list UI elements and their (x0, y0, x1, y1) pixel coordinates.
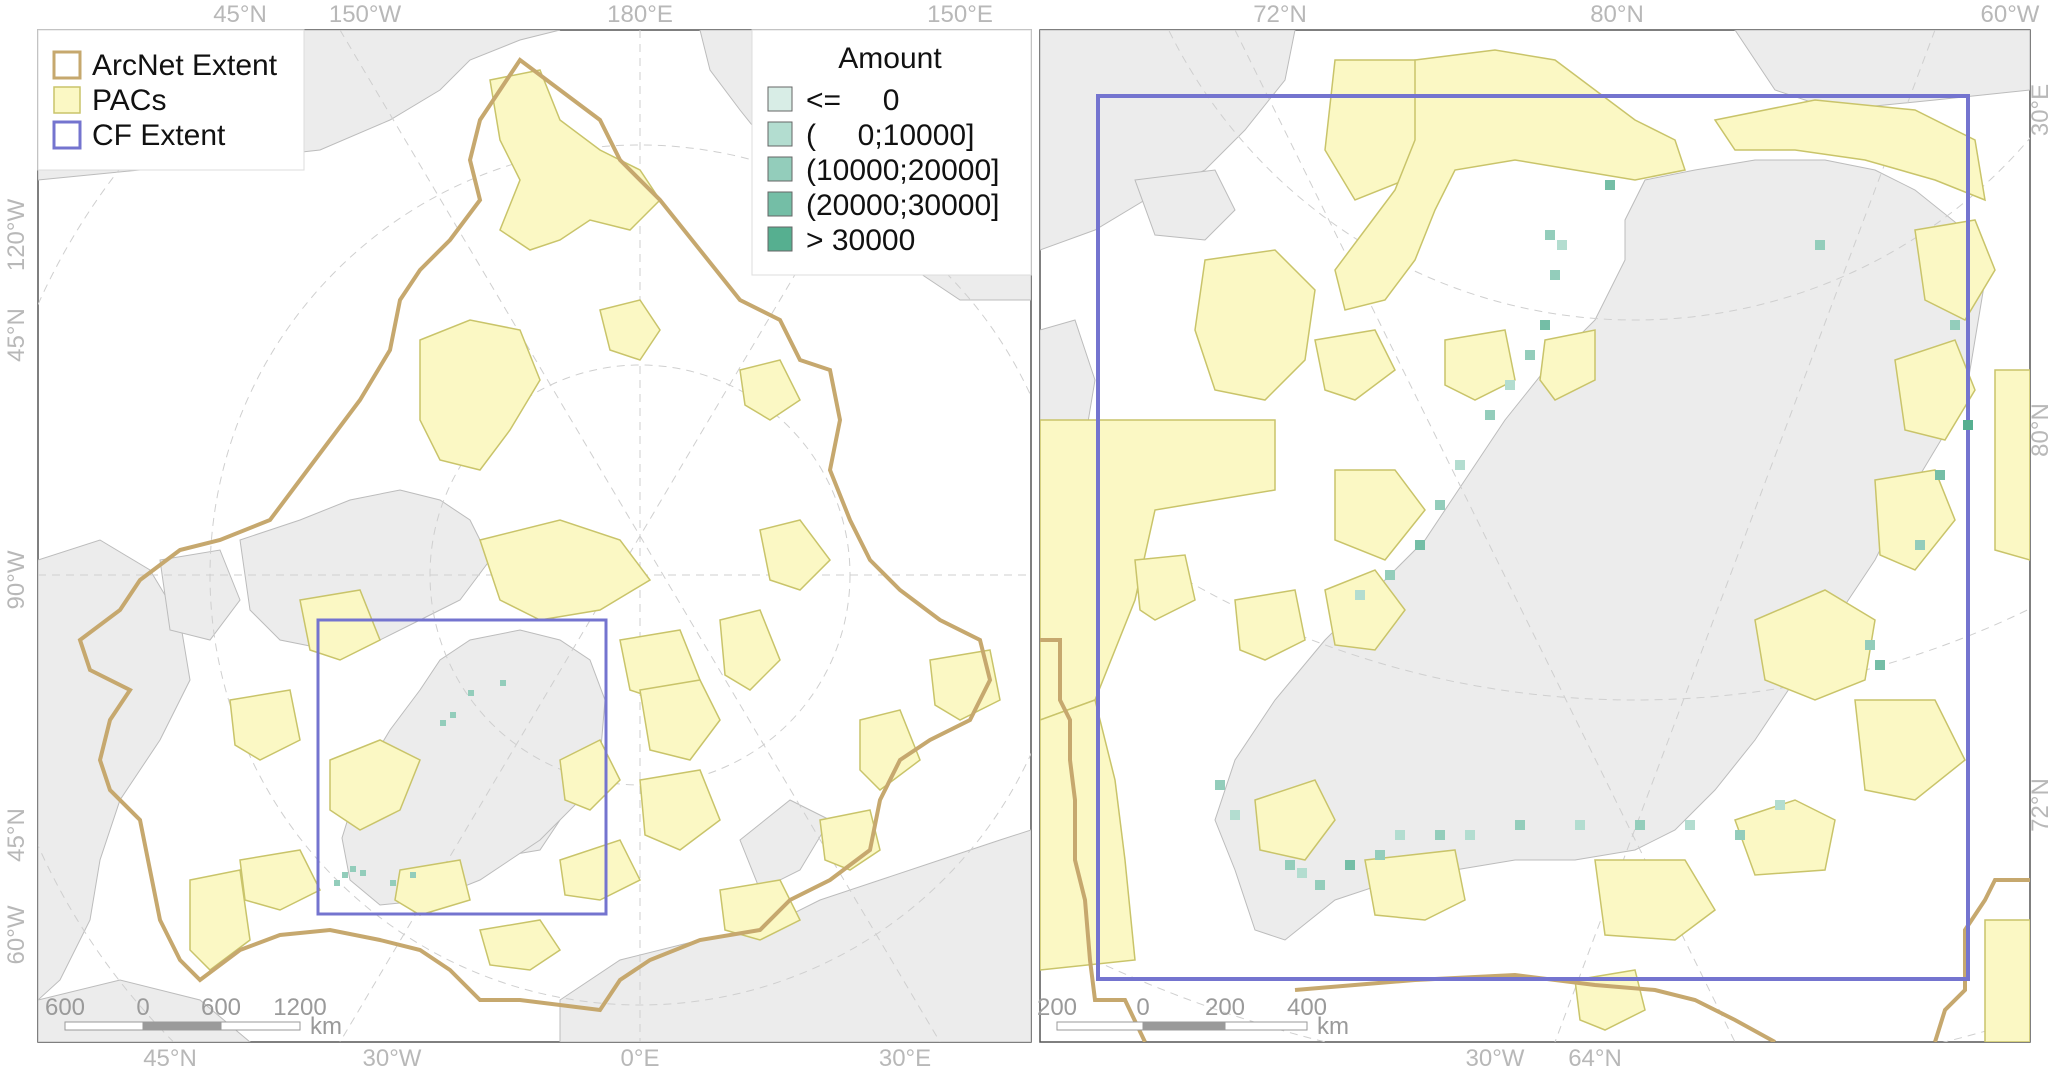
left-scale-bar: 600 0 600 1200 km (45, 994, 342, 1040)
left-side-label-5: 60°W (3, 905, 30, 964)
amount-swatch-3 (767, 156, 793, 182)
right-bottom-label-1: 30°W (1466, 1045, 1525, 1072)
right-side-label-3: 72°N (2027, 778, 2054, 832)
cf-extent-box-left (316, 618, 608, 916)
left-scale-label-3: 600 (201, 994, 241, 1021)
right-scale-label-2: 0 (1136, 994, 1149, 1021)
left-top-label-4: 150°E (927, 1, 993, 28)
amount-legend-title: Amount (838, 42, 942, 75)
legend-label-cf: CF Extent (92, 119, 226, 152)
left-bottom-label-4: 30°E (879, 1045, 931, 1072)
left-side-label-3: 90°W (3, 550, 30, 609)
left-bottom-label-3: 0°E (621, 1045, 660, 1072)
left-bottom-label-1: 45°N (143, 1045, 197, 1072)
left-bottom-label-2: 30°W (363, 1045, 422, 1072)
amount-legend: Amount <= 0 ( 0;10000] (10000;20000] (20… (751, 29, 1032, 276)
amount-swatch-5 (767, 226, 793, 252)
amount-swatch-4 (767, 191, 793, 217)
left-scale-unit: km (310, 1013, 342, 1040)
legend-label-pacs: PACs (92, 84, 166, 117)
right-scale-bar: 200 0 200 400 km (1037, 994, 1349, 1040)
right-scale-label-4: 400 (1287, 994, 1327, 1021)
left-scale-label-2: 0 (136, 994, 149, 1021)
right-bottom-label-2: 64°N (1568, 1045, 1622, 1072)
right-map-panel: 72°N 80°N 60°W 30°W 64°N 30°E 80°N 72°N … (1035, 0, 2065, 1075)
left-map-panel: 45°N 150°W 180°E 150°E 45°N 30°W 0°E 30°… (3, 1, 1032, 1072)
left-side-label-4: 45°N (3, 808, 30, 862)
left-scale-label-1: 600 (45, 994, 85, 1021)
left-top-label-3: 180°E (607, 1, 673, 28)
cf-extent-box-right (1096, 94, 1970, 981)
amount-label-3: (10000;20000] (806, 154, 1000, 187)
left-top-label-2: 150°W (329, 1, 402, 28)
layer-legend: ArcNet Extent PACs CF Extent (37, 29, 305, 171)
right-top-label-3: 60°W (1981, 1, 2040, 28)
left-amount-cells (334, 680, 506, 886)
left-side-label-2: 45°N (3, 308, 30, 362)
left-side-label-1: 120°W (3, 199, 30, 272)
legend-swatch-cf (52, 120, 82, 150)
right-scale-unit: km (1317, 1013, 1349, 1040)
right-side-label-1: 30°E (2027, 84, 2054, 136)
right-scale-label-1: 200 (1037, 994, 1077, 1021)
right-top-label-1: 72°N (1253, 1, 1307, 28)
right-pacs (1040, 49, 2030, 1042)
left-scale-label-4: 1200 (273, 994, 326, 1021)
amount-label-1: <= 0 (806, 84, 899, 117)
right-top-label-2: 80°N (1590, 1, 1644, 28)
amount-label-5: > 30000 (806, 224, 915, 257)
greenland-detail-map: 72°N 80°N 60°W 30°W 64°N 30°E 80°N 72°N … (1037, 1, 2054, 1072)
legend-swatch-arcnet (52, 50, 82, 80)
amount-swatch-2 (767, 121, 793, 147)
left-top-label-1: 45°N (213, 1, 267, 28)
arctic-overview-map: 45°N 150°W 180°E 150°E 45°N 30°W 0°E 30°… (3, 1, 1032, 1072)
legend-label-arcnet: ArcNet Extent (92, 49, 278, 82)
right-scale-label-3: 200 (1205, 994, 1245, 1021)
amount-swatch-1 (767, 86, 793, 112)
arcnet-extent-outline (77, 57, 993, 1013)
right-side-label-2: 80°N (2027, 403, 2054, 457)
legend-swatch-pacs (53, 86, 81, 114)
right-amount-cells (1215, 180, 1973, 890)
amount-label-2: ( 0;10000] (806, 119, 974, 152)
amount-label-4: (20000;30000] (806, 189, 1000, 222)
